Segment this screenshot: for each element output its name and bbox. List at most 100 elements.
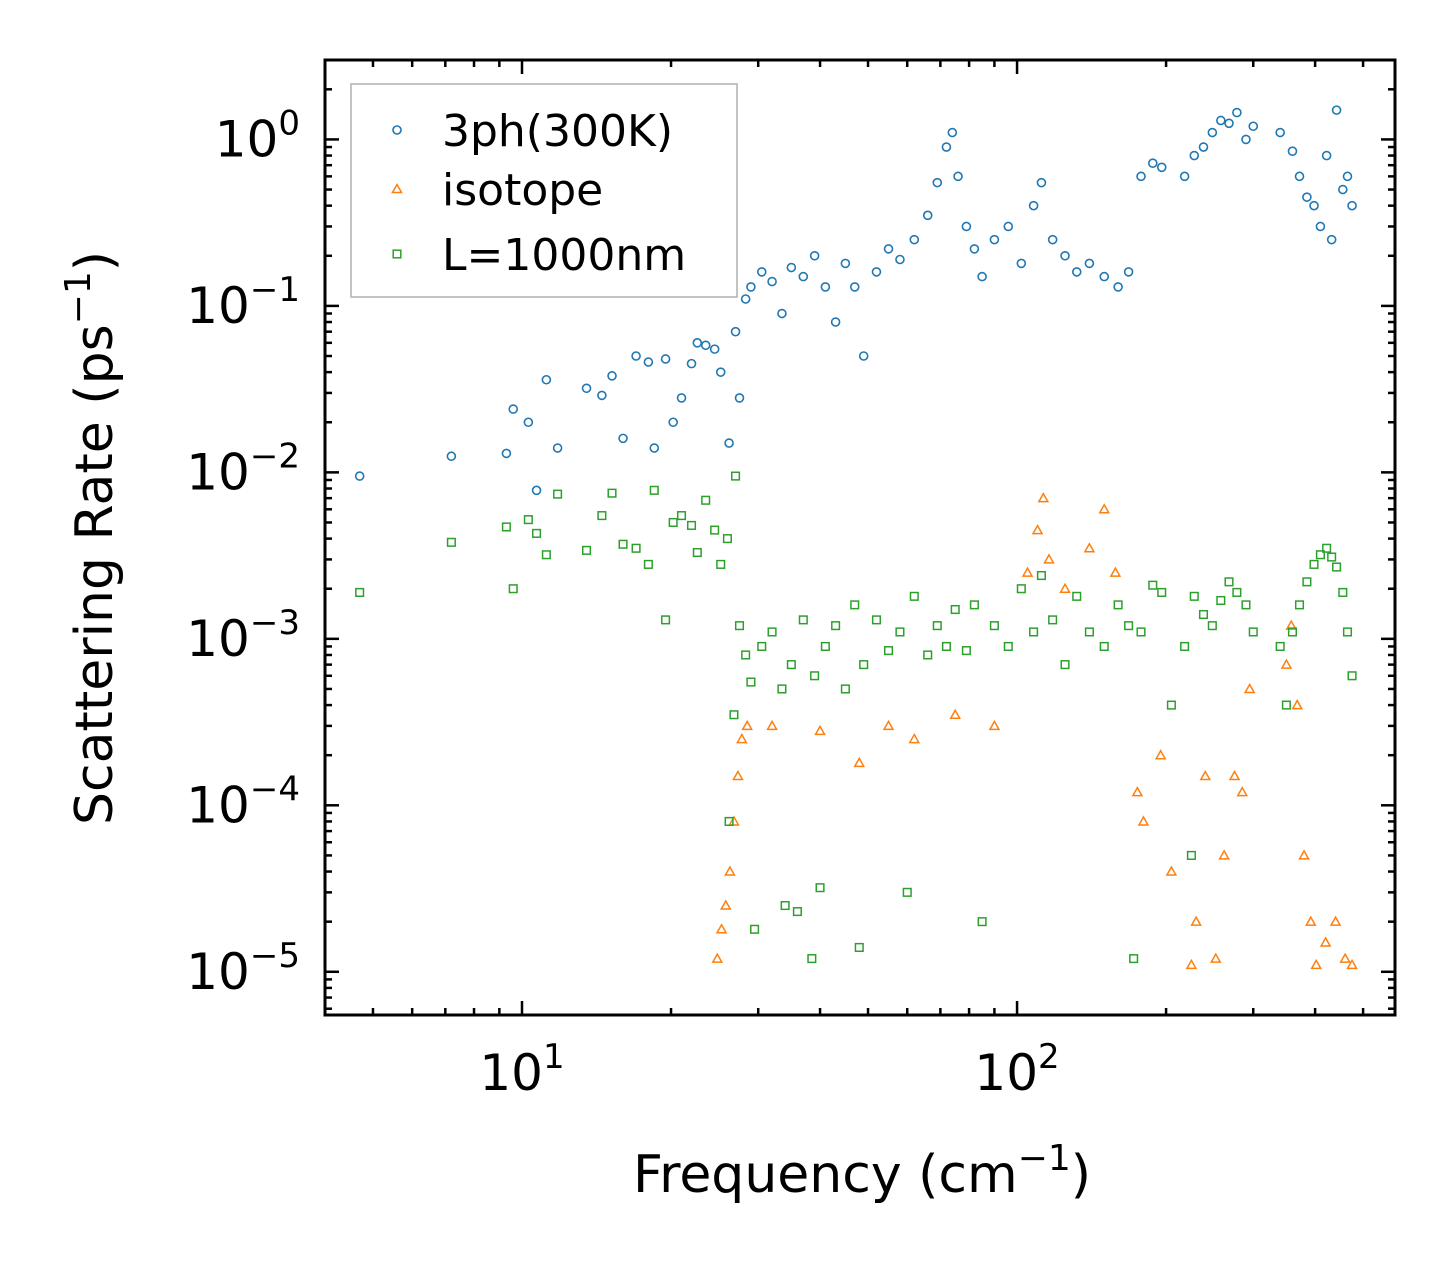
square-data-point	[792, 907, 802, 917]
square-data-point	[1113, 600, 1123, 610]
circle-data-point	[922, 210, 933, 221]
circle-data-point	[1241, 134, 1251, 145]
square-data-point	[1327, 552, 1337, 562]
square-data-point	[631, 543, 641, 553]
circle-data-point	[1224, 118, 1234, 129]
circle-data-point	[700, 340, 711, 351]
square-data-point	[541, 550, 551, 560]
legend-entry: L=1000nm	[392, 230, 686, 281]
square-data-point	[1216, 595, 1226, 606]
circle-data-point	[734, 393, 745, 403]
circle-data-point	[1302, 192, 1312, 202]
square-data-point	[716, 559, 726, 569]
series-2	[355, 471, 1357, 964]
square-data-point	[607, 488, 617, 498]
square-data-point	[941, 641, 951, 652]
square-data-point	[1294, 600, 1305, 610]
square-data-point	[1129, 954, 1139, 964]
triangle-data-point	[732, 769, 744, 781]
circle-data-point	[709, 344, 720, 354]
circle-data-point	[1347, 200, 1357, 211]
tick-labels: 101 102 100 10−1 10−2 10−3 10−4 10−5	[186, 103, 1059, 1102]
triangle-data-point	[1339, 952, 1351, 963]
series-1	[711, 492, 1358, 970]
circle-data-point	[1207, 127, 1218, 138]
triangle-data-point	[1346, 958, 1358, 970]
triangle-data-point	[711, 952, 724, 963]
triangle-data-point	[1031, 524, 1044, 535]
circle-data-point	[686, 358, 697, 369]
square-data-point	[1189, 591, 1199, 601]
circle-data-point	[977, 271, 987, 282]
circle-data-point	[777, 308, 787, 319]
square-data-point	[1048, 615, 1058, 625]
circle-data-point	[809, 250, 820, 261]
square-data-point	[807, 954, 817, 964]
legend: 3ph(300K) isotope L=1000nm	[350, 83, 738, 298]
square-data-point	[446, 537, 456, 547]
square-data-point	[618, 539, 628, 549]
triangle-data-point	[715, 923, 728, 934]
triangle-data-point	[1236, 786, 1249, 797]
series-0	[354, 105, 1357, 496]
square-data-point	[676, 511, 687, 521]
square-data-point	[777, 684, 787, 694]
triangle-data-point	[1319, 936, 1332, 947]
square-data-point	[850, 600, 860, 610]
circle-data-point	[1248, 121, 1259, 132]
triangle-data-point	[1304, 915, 1317, 926]
circle-data-point	[1047, 234, 1058, 245]
circle-data-point	[1036, 177, 1047, 188]
y-tick-label: 10−5	[186, 936, 300, 1001]
circle-data-point	[531, 485, 542, 496]
circle-data-point	[552, 443, 563, 453]
square-data-point	[1287, 627, 1298, 637]
legend-box	[350, 83, 738, 298]
square-data-point	[1148, 580, 1158, 590]
square-data-point	[989, 621, 999, 631]
triangle-data-point	[1280, 658, 1293, 669]
square-data-point	[932, 621, 942, 631]
circle-data-point	[953, 171, 963, 182]
circle-data-point	[858, 351, 869, 361]
y-tick-label: 100	[215, 103, 300, 168]
legend-square-marker	[392, 249, 402, 259]
square-data-point	[859, 660, 869, 670]
square-data-point	[1332, 562, 1342, 572]
square-data-point	[553, 489, 563, 499]
circle-data-point	[676, 393, 687, 403]
square-data-point	[701, 495, 711, 505]
square-data-point	[686, 520, 697, 530]
y-tick-label: 10−3	[186, 603, 300, 668]
triangle-data-point	[719, 899, 732, 910]
triangle-data-point	[1199, 769, 1212, 781]
square-data-point	[741, 650, 751, 660]
circle-data-point	[1113, 282, 1123, 292]
circle-data-point	[1342, 171, 1353, 182]
circle-data-point	[746, 282, 756, 292]
circle-data-point	[871, 267, 882, 277]
triangle-data-point	[1329, 915, 1342, 926]
circle-data-point	[767, 276, 777, 287]
square-data-point	[649, 485, 659, 495]
circle-data-point	[523, 417, 534, 428]
circle-data-point	[1136, 171, 1146, 182]
circle-data-point	[354, 471, 365, 481]
triangle-data-point	[1083, 542, 1096, 553]
x-tick-label: 101	[479, 1037, 564, 1102]
square-data-point	[523, 515, 533, 525]
circle-data-point	[724, 438, 734, 448]
square-data-point	[750, 924, 760, 934]
circle-data-point	[1028, 200, 1039, 211]
circle-data-point	[581, 383, 592, 394]
circle-data-point	[607, 371, 617, 381]
circle-data-point	[849, 282, 860, 292]
circle-data-point	[1156, 162, 1167, 173]
circle-data-point	[1275, 127, 1285, 138]
square-data-point	[961, 646, 971, 656]
triangle-data-point	[988, 719, 1001, 731]
square-data-point	[1084, 627, 1094, 637]
square-data-point	[1302, 577, 1312, 587]
y-axis-label: Scattering Rate (ps−1)	[58, 251, 125, 825]
square-data-point	[767, 627, 777, 637]
